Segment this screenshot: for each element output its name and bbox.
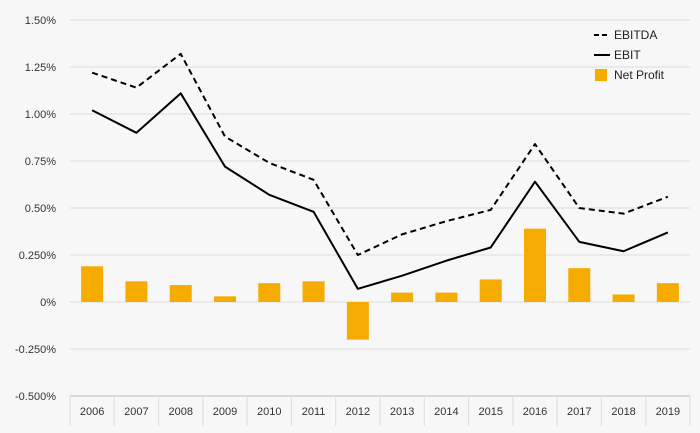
y-tick-label: 1.50% <box>25 15 56 27</box>
y-tick-label: 0.50% <box>25 203 56 215</box>
bar-net-profit <box>391 292 414 302</box>
bars-net-profit <box>81 228 679 340</box>
legend: EBITDA EBIT Net Profit <box>594 28 665 82</box>
y-tick-label: 1.25% <box>25 62 56 74</box>
bar-net-profit <box>479 279 502 302</box>
x-tick-label: 2013 <box>390 406 414 418</box>
bar-net-profit <box>258 283 281 302</box>
x-tick-label: 2014 <box>434 406 458 418</box>
legend-swatch-net-profit <box>595 69 607 81</box>
legend-label-ebit: EBIT <box>614 48 641 62</box>
bar-net-profit <box>302 281 325 302</box>
y-tick-label: 0% <box>40 297 56 309</box>
legend-label-net-profit: Net Profit <box>614 68 665 82</box>
x-tick-label: 2017 <box>567 406 591 418</box>
line-ebit <box>91 92 669 290</box>
bar-net-profit <box>346 302 369 340</box>
x-tick-label: 2019 <box>656 406 680 418</box>
y-tick-label: 0.250% <box>19 250 57 262</box>
bar-net-profit <box>169 285 192 302</box>
bar-net-profit <box>214 296 236 302</box>
y-tick-label: -0.500% <box>15 391 56 403</box>
x-tick-label: 2011 <box>302 406 326 418</box>
legend-label-ebitda: EBITDA <box>614 28 657 42</box>
lines <box>91 52 669 290</box>
x-tick-label: 2012 <box>346 406 370 418</box>
bar-net-profit <box>435 292 458 302</box>
bar-net-profit <box>568 268 591 302</box>
bar-net-profit <box>125 281 148 302</box>
x-tick-label: 2018 <box>611 406 635 418</box>
y-tick-label: 0.75% <box>25 156 56 168</box>
x-tick-label: 2015 <box>478 406 502 418</box>
bar-net-profit <box>656 283 679 302</box>
x-tick-label: 2009 <box>213 406 237 418</box>
x-tick-label: 2010 <box>257 406 281 418</box>
y-tick-label: 1.00% <box>25 109 56 121</box>
x-tick-label: 2016 <box>523 406 547 418</box>
x-tick-label: 2006 <box>80 406 104 418</box>
y-tick-label: -0.250% <box>15 344 56 356</box>
bar-net-profit <box>612 294 635 302</box>
x-tick-label: 2008 <box>168 406 192 418</box>
bar-net-profit <box>81 266 104 302</box>
axes: 1.50% 1.25% 1.00% 0.75% 0.50% 0.250% 0% -0.250%… <box>15 15 691 426</box>
x-tick-label: 2007 <box>124 406 148 418</box>
bar-net-profit <box>524 228 546 302</box>
line-ebitda <box>91 52 669 256</box>
